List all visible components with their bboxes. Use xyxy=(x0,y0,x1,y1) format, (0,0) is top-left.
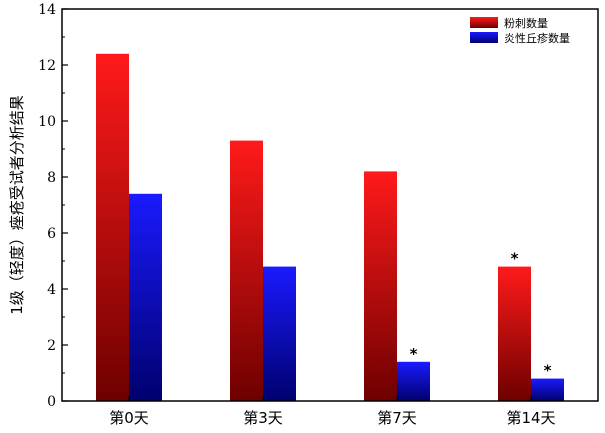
y-axis-label: 1级（轻度）痤疮受试者分析结果 xyxy=(8,95,26,315)
legend-label: 炎性丘疹数量 xyxy=(504,31,570,45)
y-tick-label: 4 xyxy=(47,282,56,298)
x-axis: 第0天 第3天 第7天 第14天 xyxy=(109,396,556,427)
legend-swatch xyxy=(470,17,498,28)
bar-comedones xyxy=(364,171,397,401)
x-tick-label: 第14天 xyxy=(506,409,555,427)
x-tick-label: 第0天 xyxy=(109,409,149,427)
significance-mark: * xyxy=(511,250,519,268)
y-tick-label: 10 xyxy=(38,114,56,130)
significance-mark: * xyxy=(410,345,418,363)
y-axis: 0 2 4 6 8 10 12 14 xyxy=(38,2,68,410)
bar-comedones xyxy=(498,266,531,401)
bar-comedones xyxy=(230,140,263,401)
y-tick-label: 0 xyxy=(47,394,56,410)
bar-comedones xyxy=(96,53,129,402)
x-tick-label: 第3天 xyxy=(243,409,283,427)
bars-layer xyxy=(96,53,564,402)
x-tick-label: 第7天 xyxy=(377,409,417,427)
bar-papules xyxy=(531,378,564,401)
bar-papules xyxy=(397,361,430,401)
y-tick-label: 14 xyxy=(38,2,56,18)
significance-layer: * * * xyxy=(410,250,552,380)
y-tick-label: 6 xyxy=(47,226,56,242)
legend-swatch xyxy=(470,32,498,43)
significance-mark: * xyxy=(544,362,552,380)
y-tick-label: 12 xyxy=(38,58,56,74)
bar-papules xyxy=(263,266,296,401)
legend-label: 粉刺数量 xyxy=(504,17,548,30)
y-tick-label: 8 xyxy=(47,170,56,186)
bar-papules xyxy=(129,193,162,401)
y-tick-label: 2 xyxy=(47,338,56,354)
